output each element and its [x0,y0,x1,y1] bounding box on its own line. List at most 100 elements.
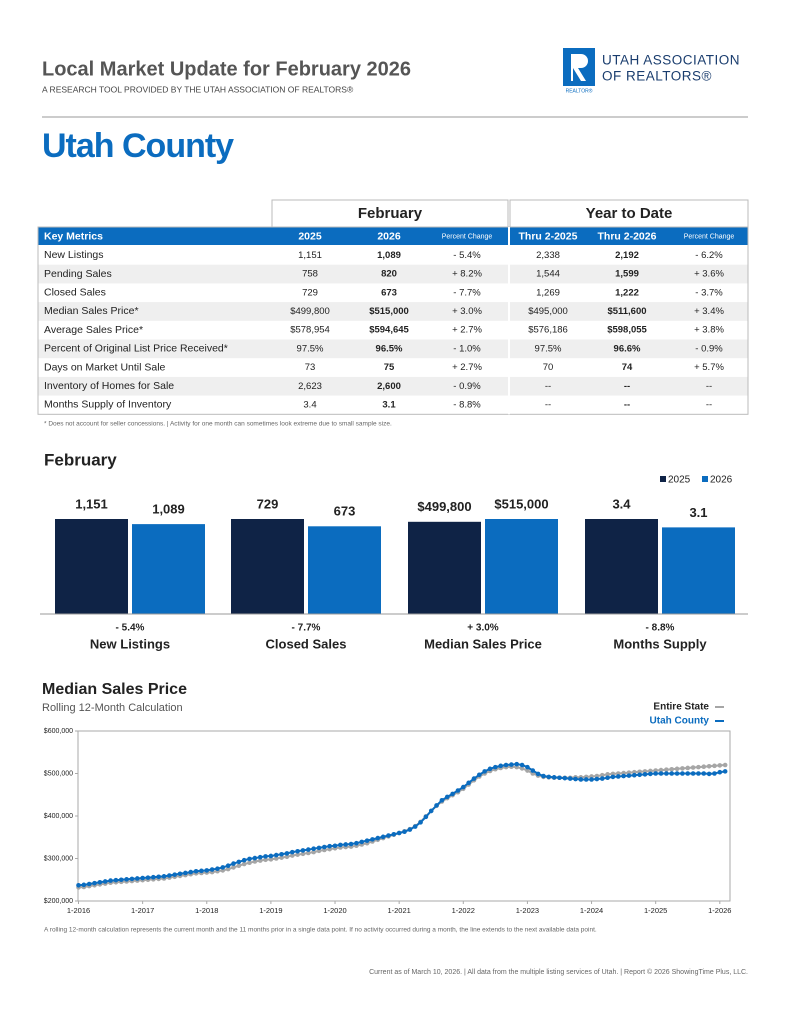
row-label: Months Supply of Inventory [44,399,172,411]
change-label: - 5.4% [116,623,145,634]
table-cell: 1,544 [536,269,560,280]
table-cell: $499,800 [290,306,330,317]
point [567,776,573,781]
point [118,877,124,883]
point [439,797,445,803]
table-cell: - 8.8% [453,399,481,410]
column-header: 2026 [377,230,401,242]
column-header: Thru 2-2026 [598,230,657,242]
table-cell: - 3.7% [695,287,723,298]
point [343,842,349,847]
point [642,772,648,777]
table-cell: 2,623 [298,381,322,392]
report-subtitle: A RESEARCH TOOL PROVIDED BY THE UTAH ASS… [42,84,354,94]
table-cell: + 2.7% [452,325,482,336]
point [434,803,439,808]
point [455,788,461,793]
bar [55,519,128,614]
point [648,771,653,777]
table-cell: -- [624,381,630,392]
bar [231,519,304,614]
point [86,881,92,887]
point [535,771,541,777]
point [145,875,151,880]
row-shade [38,376,748,396]
row-label: Pending Sales [44,268,112,280]
point [172,872,177,877]
point [674,771,680,776]
point [450,791,455,797]
point [134,876,140,881]
table-cell: 96.6% [614,343,641,354]
x-tick-label: 1-2026 [708,906,731,915]
point [712,771,717,776]
table-cell: 96.5% [376,343,403,354]
point [391,831,397,837]
point [241,861,247,867]
table-cell: $576,186 [528,325,568,336]
point [151,874,156,880]
point [589,777,594,782]
point [215,866,220,871]
point [706,763,712,769]
point [573,776,578,782]
table-cell: 70 [543,362,554,373]
table-cell: 2,338 [536,250,560,261]
table-cell: 820 [381,269,397,280]
chart-note: A rolling 12-month calculation represent… [44,927,597,934]
table-cell: + 2.7% [452,362,482,373]
point [690,765,696,770]
y-tick-label: $200,000 [44,898,73,905]
change-label: - 7.7% [292,623,321,634]
point [658,767,664,773]
point [418,820,423,825]
point [257,854,263,860]
point [252,859,258,864]
value-label: 1,151 [75,496,108,511]
point [306,847,311,852]
point [396,830,402,836]
point [231,865,236,870]
point [706,771,712,777]
table-cell: $594,645 [369,325,409,336]
point [690,771,696,776]
table-border [37,226,749,415]
point [621,773,626,779]
point [263,857,268,863]
point [493,764,498,770]
point [717,769,723,775]
point [370,837,375,842]
point [717,763,723,768]
point [412,824,418,829]
value-label: $515,000 [494,496,548,511]
point [306,850,311,856]
chart-subtitle: Rolling 12-Month Calculation [42,702,183,714]
row-label: Percent of Original List Price Received* [44,343,228,355]
point [263,854,268,859]
table-cell: - 5.4% [453,250,481,261]
point [653,771,658,776]
table-cell: + 3.0% [452,306,482,317]
row-label: New Listings [44,249,104,261]
point [338,842,343,848]
point [316,845,322,851]
header-row [38,227,748,245]
point [327,843,332,849]
row-shade [38,302,748,321]
point [599,772,605,778]
x-tick-label: 1-2019 [259,906,282,915]
point [76,882,81,888]
point [605,775,610,781]
x-tick-label: 1-2017 [131,906,154,915]
point [204,868,210,873]
area-title: Utah County [42,127,234,165]
bar [662,527,735,614]
point [188,869,194,875]
legend-label: Entire State [653,702,709,713]
table-cell: 75 [384,362,395,373]
point [193,868,199,874]
point [466,780,471,786]
table-cell: -- [706,381,712,392]
point [551,775,557,780]
